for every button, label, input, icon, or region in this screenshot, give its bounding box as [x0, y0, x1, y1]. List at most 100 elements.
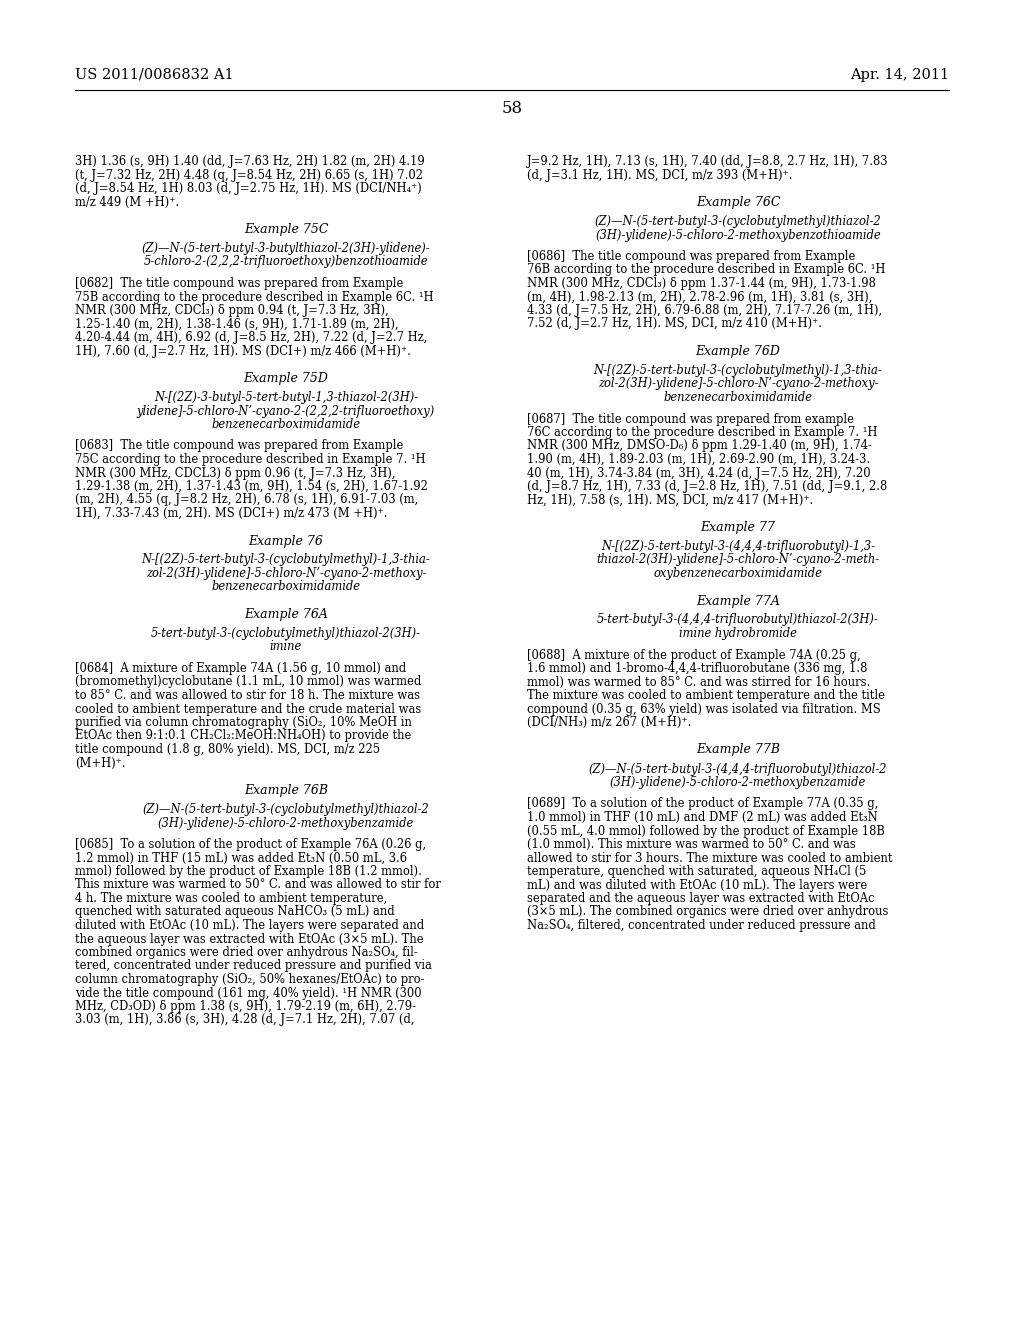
- Text: oxybenzenecarboximidamide: oxybenzenecarboximidamide: [653, 568, 822, 579]
- Text: [0683]  The title compound was prepared from Example: [0683] The title compound was prepared f…: [75, 440, 403, 453]
- Text: 1.0 mmol) in THF (10 mL) and DMF (2 mL) was added Et₃N: 1.0 mmol) in THF (10 mL) and DMF (2 mL) …: [527, 810, 878, 824]
- Text: J=9.2 Hz, 1H), 7.13 (s, 1H), 7.40 (dd, J=8.8, 2.7 Hz, 1H), 7.83: J=9.2 Hz, 1H), 7.13 (s, 1H), 7.40 (dd, J…: [527, 154, 889, 168]
- Text: 76B according to the procedure described in Example 6C. ¹H: 76B according to the procedure described…: [527, 264, 886, 276]
- Text: 1.90 (m, 4H), 1.89-2.03 (m, 1H), 2.69-2.90 (m, 1H), 3.24-3.: 1.90 (m, 4H), 1.89-2.03 (m, 1H), 2.69-2.…: [527, 453, 870, 466]
- Text: EtOAc then 9:1:0.1 CH₂Cl₂:MeOH:NH₄OH) to provide the: EtOAc then 9:1:0.1 CH₂Cl₂:MeOH:NH₄OH) to…: [75, 730, 412, 742]
- Text: 3H) 1.36 (s, 9H) 1.40 (dd, J=7.63 Hz, 2H) 1.82 (m, 2H) 4.19: 3H) 1.36 (s, 9H) 1.40 (dd, J=7.63 Hz, 2H…: [75, 154, 425, 168]
- Text: the aqueous layer was extracted with EtOAc (3×5 mL). The: the aqueous layer was extracted with EtO…: [75, 932, 424, 945]
- Text: Na₂SO₄, filtered, concentrated under reduced pressure and: Na₂SO₄, filtered, concentrated under red…: [527, 919, 876, 932]
- Text: (Z)—N-(5-tert-butyl-3-(cyclobutylmethyl)thiazol-2: (Z)—N-(5-tert-butyl-3-(cyclobutylmethyl)…: [142, 803, 429, 816]
- Text: [0687]  The title compound was prepared from example: [0687] The title compound was prepared f…: [527, 412, 854, 425]
- Text: (d, J=8.54 Hz, 1H) 8.03 (d, J=2.75 Hz, 1H). MS (DCI/NH₄⁺): (d, J=8.54 Hz, 1H) 8.03 (d, J=2.75 Hz, 1…: [75, 182, 422, 195]
- Text: NMR (300 MHz, CDCl₃) δ ppm 0.94 (t, J=7.3 Hz, 3H),: NMR (300 MHz, CDCl₃) δ ppm 0.94 (t, J=7.…: [75, 304, 389, 317]
- Text: N-[(2Z)-3-butyl-5-tert-butyl-1,3-thiazol-2(3H)-: N-[(2Z)-3-butyl-5-tert-butyl-1,3-thiazol…: [154, 391, 418, 404]
- Text: Example 76A: Example 76A: [244, 609, 328, 620]
- Text: mL) and was diluted with EtOAc (10 mL). The layers were: mL) and was diluted with EtOAc (10 mL). …: [527, 879, 867, 891]
- Text: Example 76D: Example 76D: [695, 345, 780, 358]
- Text: (0.55 mL, 4.0 mmol) followed by the product of Example 18B: (0.55 mL, 4.0 mmol) followed by the prod…: [527, 825, 885, 837]
- Text: N-[(2Z)-5-tert-butyl-3-(cyclobutylmethyl)-1,3-thia-: N-[(2Z)-5-tert-butyl-3-(cyclobutylmethyl…: [594, 364, 883, 378]
- Text: 5-chloro-2-(2,2,2-trifluoroethoxy)benzothioamide: 5-chloro-2-(2,2,2-trifluoroethoxy)benzot…: [143, 256, 428, 268]
- Text: NMR (300 MHz, CDCL3) δ ppm 0.96 (t, J=7.3 Hz, 3H),: NMR (300 MHz, CDCL3) δ ppm 0.96 (t, J=7.…: [75, 466, 395, 479]
- Text: purified via column chromatography (SiO₂, 10% MeOH in: purified via column chromatography (SiO₂…: [75, 715, 412, 729]
- Text: allowed to stir for 3 hours. The mixture was cooled to ambient: allowed to stir for 3 hours. The mixture…: [527, 851, 893, 865]
- Text: separated and the aqueous layer was extracted with EtOAc: separated and the aqueous layer was extr…: [527, 892, 874, 906]
- Text: Example 77B: Example 77B: [696, 743, 780, 756]
- Text: 76C according to the procedure described in Example 7. ¹H: 76C according to the procedure described…: [527, 426, 878, 440]
- Text: (3H)-ylidene)-5-chloro-2-methoxybenzamide: (3H)-ylidene)-5-chloro-2-methoxybenzamid…: [158, 817, 414, 829]
- Text: Apr. 14, 2011: Apr. 14, 2011: [850, 69, 949, 82]
- Text: benzenecarboximidamide: benzenecarboximidamide: [212, 581, 360, 594]
- Text: N-[(2Z)-5-tert-butyl-3-(cyclobutylmethyl)-1,3-thia-: N-[(2Z)-5-tert-butyl-3-(cyclobutylmethyl…: [141, 553, 430, 566]
- Text: benzenecarboximidamide: benzenecarboximidamide: [664, 391, 812, 404]
- Text: tered, concentrated under reduced pressure and purified via: tered, concentrated under reduced pressu…: [75, 960, 432, 973]
- Text: (d, J=8.7 Hz, 1H), 7.33 (d, J=2.8 Hz, 1H), 7.51 (dd, J=9.1, 2.8: (d, J=8.7 Hz, 1H), 7.33 (d, J=2.8 Hz, 1H…: [527, 480, 887, 492]
- Text: NMR (300 MHz, CDCl₃) δ ppm 1.37-1.44 (m, 9H), 1.73-1.98: NMR (300 MHz, CDCl₃) δ ppm 1.37-1.44 (m,…: [527, 277, 876, 290]
- Text: Example 75D: Example 75D: [244, 372, 329, 385]
- Text: imine hydrobromide: imine hydrobromide: [679, 627, 797, 640]
- Text: cooled to ambient temperature and the crude material was: cooled to ambient temperature and the cr…: [75, 702, 421, 715]
- Text: column chromatography (SiO₂, 50% hexanes/EtOAc) to pro-: column chromatography (SiO₂, 50% hexanes…: [75, 973, 425, 986]
- Text: [0689]  To a solution of the product of Example 77A (0.35 g,: [0689] To a solution of the product of E…: [527, 797, 879, 810]
- Text: 1.25-1.40 (m, 2H), 1.38-1.46 (s, 9H), 1.71-1.89 (m, 2H),: 1.25-1.40 (m, 2H), 1.38-1.46 (s, 9H), 1.…: [75, 318, 398, 330]
- Text: zol-2(3H)-ylidene]-5-chloro-N’-cyano-2-methoxy-: zol-2(3H)-ylidene]-5-chloro-N’-cyano-2-m…: [145, 568, 426, 579]
- Text: 4 h. The mixture was cooled to ambient temperature,: 4 h. The mixture was cooled to ambient t…: [75, 892, 387, 906]
- Text: 75B according to the procedure described in Example 6C. ¹H: 75B according to the procedure described…: [75, 290, 433, 304]
- Text: N-[(2Z)-5-tert-butyl-3-(4,4,4-trifluorobutyl)-1,3-: N-[(2Z)-5-tert-butyl-3-(4,4,4-trifluorob…: [601, 540, 876, 553]
- Text: Example 76: Example 76: [249, 535, 324, 548]
- Text: ylidene]-5-chloro-N’-cyano-2-(2,2,2-trifluoroethoxy): ylidene]-5-chloro-N’-cyano-2-(2,2,2-trif…: [137, 404, 435, 417]
- Text: title compound (1.8 g, 80% yield). MS, DCI, m/z 225: title compound (1.8 g, 80% yield). MS, D…: [75, 743, 380, 756]
- Text: (m, 4H), 1.98-2.13 (m, 2H), 2.78-2.96 (m, 1H), 3.81 (s, 3H),: (m, 4H), 1.98-2.13 (m, 2H), 2.78-2.96 (m…: [527, 290, 872, 304]
- Text: Example 76B: Example 76B: [244, 784, 328, 797]
- Text: 40 (m, 1H), 3.74-3.84 (m, 3H), 4.24 (d, J=7.5 Hz, 2H), 7.20: 40 (m, 1H), 3.74-3.84 (m, 3H), 4.24 (d, …: [527, 466, 870, 479]
- Text: benzenecarboximidamide: benzenecarboximidamide: [212, 418, 360, 432]
- Text: This mixture was warmed to 50° C. and was allowed to stir for: This mixture was warmed to 50° C. and wa…: [75, 879, 441, 891]
- Text: 1.2 mmol) in THF (15 mL) was added Et₃N (0.50 mL, 3.6: 1.2 mmol) in THF (15 mL) was added Et₃N …: [75, 851, 407, 865]
- Text: thiazol-2(3H)-ylidene]-5-chloro-N’-cyano-2-meth-: thiazol-2(3H)-ylidene]-5-chloro-N’-cyano…: [596, 553, 880, 566]
- Text: US 2011/0086832 A1: US 2011/0086832 A1: [75, 69, 233, 82]
- Text: diluted with EtOAc (10 mL). The layers were separated and: diluted with EtOAc (10 mL). The layers w…: [75, 919, 424, 932]
- Text: 4.33 (d, J=7.5 Hz, 2H), 6.79-6.88 (m, 2H), 7.17-7.26 (m, 1H),: 4.33 (d, J=7.5 Hz, 2H), 6.79-6.88 (m, 2H…: [527, 304, 882, 317]
- Text: (bromomethyl)cyclobutane (1.1 mL, 10 mmol) was warmed: (bromomethyl)cyclobutane (1.1 mL, 10 mmo…: [75, 676, 421, 689]
- Text: (3H)-ylidene)-5-chloro-2-methoxybenzamide: (3H)-ylidene)-5-chloro-2-methoxybenzamid…: [610, 776, 866, 789]
- Text: NMR (300 MHz, DMSO-D₆) δ ppm 1.29-1.40 (m, 9H), 1.74-: NMR (300 MHz, DMSO-D₆) δ ppm 1.29-1.40 (…: [527, 440, 871, 453]
- Text: [0685]  To a solution of the product of Example 76A (0.26 g,: [0685] To a solution of the product of E…: [75, 838, 426, 851]
- Text: imine: imine: [270, 640, 302, 653]
- Text: compound (0.35 g, 63% yield) was isolated via filtration. MS: compound (0.35 g, 63% yield) was isolate…: [527, 702, 881, 715]
- Text: [0686]  The title compound was prepared from Example: [0686] The title compound was prepared f…: [527, 249, 855, 263]
- Text: [0682]  The title compound was prepared from Example: [0682] The title compound was prepared f…: [75, 277, 403, 290]
- Text: Hz, 1H), 7.58 (s, 1H). MS, DCI, m/z 417 (M+H)⁺.: Hz, 1H), 7.58 (s, 1H). MS, DCI, m/z 417 …: [527, 494, 813, 507]
- Text: Example 76C: Example 76C: [695, 195, 780, 209]
- Text: (Z)—N-(5-tert-butyl-3-(cyclobutylmethyl)thiazol-2: (Z)—N-(5-tert-butyl-3-(cyclobutylmethyl)…: [595, 215, 882, 228]
- Text: (Z)—N-(5-tert-butyl-3-(4,4,4-trifluorobutyl)thiazol-2: (Z)—N-(5-tert-butyl-3-(4,4,4-trifluorobu…: [589, 763, 887, 776]
- Text: (Z)—N-(5-tert-butyl-3-butylthiazol-2(3H)-ylidene)-: (Z)—N-(5-tert-butyl-3-butylthiazol-2(3H)…: [141, 242, 430, 255]
- Text: 58: 58: [502, 100, 522, 117]
- Text: Example 77: Example 77: [700, 521, 775, 535]
- Text: [0684]  A mixture of Example 74A (1.56 g, 10 mmol) and: [0684] A mixture of Example 74A (1.56 g,…: [75, 663, 407, 675]
- Text: (M+H)⁺.: (M+H)⁺.: [75, 756, 126, 770]
- Text: (3×5 mL). The combined organics were dried over anhydrous: (3×5 mL). The combined organics were dri…: [527, 906, 889, 919]
- Text: 1H), 7.33-7.43 (m, 2H). MS (DCI+) m/z 473 (M +H)⁺.: 1H), 7.33-7.43 (m, 2H). MS (DCI+) m/z 47…: [75, 507, 387, 520]
- Text: mmol) followed by the product of Example 18B (1.2 mmol).: mmol) followed by the product of Example…: [75, 865, 422, 878]
- Text: (3H)-ylidene)-5-chloro-2-methoxybenzothioamide: (3H)-ylidene)-5-chloro-2-methoxybenzothi…: [595, 228, 881, 242]
- Text: mmol) was warmed to 85° C. and was stirred for 16 hours.: mmol) was warmed to 85° C. and was stirr…: [527, 676, 870, 689]
- Text: (1.0 mmol). This mixture was warmed to 50° C. and was: (1.0 mmol). This mixture was warmed to 5…: [527, 838, 856, 851]
- Text: 1H), 7.60 (d, J=2.7 Hz, 1H). MS (DCI+) m/z 466 (M+H)⁺.: 1H), 7.60 (d, J=2.7 Hz, 1H). MS (DCI+) m…: [75, 345, 411, 358]
- Text: quenched with saturated aqueous NaHCO₃ (5 mL) and: quenched with saturated aqueous NaHCO₃ (…: [75, 906, 394, 919]
- Text: (m, 2H), 4.55 (q, J=8.2 Hz, 2H), 6.78 (s, 1H), 6.91-7.03 (m,: (m, 2H), 4.55 (q, J=8.2 Hz, 2H), 6.78 (s…: [75, 494, 418, 507]
- Text: zol-2(3H)-ylidene]-5-chloro-N’-cyano-2-methoxy-: zol-2(3H)-ylidene]-5-chloro-N’-cyano-2-m…: [598, 378, 879, 391]
- Text: vide the title compound (161 mg, 40% yield). ¹H NMR (300: vide the title compound (161 mg, 40% yie…: [75, 986, 422, 999]
- Text: 4.20-4.44 (m, 4H), 6.92 (d, J=8.5 Hz, 2H), 7.22 (d, J=2.7 Hz,: 4.20-4.44 (m, 4H), 6.92 (d, J=8.5 Hz, 2H…: [75, 331, 427, 345]
- Text: 3.03 (m, 1H), 3.86 (s, 3H), 4.28 (d, J=7.1 Hz, 2H), 7.07 (d,: 3.03 (m, 1H), 3.86 (s, 3H), 4.28 (d, J=7…: [75, 1014, 415, 1027]
- Text: m/z 449 (M +H)⁺.: m/z 449 (M +H)⁺.: [75, 195, 179, 209]
- Text: 1.29-1.38 (m, 2H), 1.37-1.43 (m, 9H), 1.54 (s, 2H), 1.67-1.92: 1.29-1.38 (m, 2H), 1.37-1.43 (m, 9H), 1.…: [75, 480, 428, 492]
- Text: 5-tert-butyl-3-(4,4,4-trifluorobutyl)thiazol-2(3H)-: 5-tert-butyl-3-(4,4,4-trifluorobutyl)thi…: [597, 614, 879, 627]
- Text: 5-tert-butyl-3-(cyclobutylmethyl)thiazol-2(3H)-: 5-tert-butyl-3-(cyclobutylmethyl)thiazol…: [151, 627, 421, 640]
- Text: MHz, CD₃OD) δ ppm 1.38 (s, 9H), 1.79-2.19 (m, 6H), 2.79-: MHz, CD₃OD) δ ppm 1.38 (s, 9H), 1.79-2.1…: [75, 1001, 416, 1012]
- Text: 7.52 (d, J=2.7 Hz, 1H). MS, DCI, m/z 410 (M+H)⁺.: 7.52 (d, J=2.7 Hz, 1H). MS, DCI, m/z 410…: [527, 318, 822, 330]
- Text: (t, J=7.32 Hz, 2H) 4.48 (q, J=8.54 Hz, 2H) 6.65 (s, 1H) 7.02: (t, J=7.32 Hz, 2H) 4.48 (q, J=8.54 Hz, 2…: [75, 169, 423, 181]
- Text: 1.6 mmol) and 1-bromo-4,4,4-trifluorobutane (336 mg, 1.8: 1.6 mmol) and 1-bromo-4,4,4-trifluorobut…: [527, 663, 867, 675]
- Text: The mixture was cooled to ambient temperature and the title: The mixture was cooled to ambient temper…: [527, 689, 885, 702]
- Text: 75C according to the procedure described in Example 7. ¹H: 75C according to the procedure described…: [75, 453, 426, 466]
- Text: [0688]  A mixture of the product of Example 74A (0.25 g,: [0688] A mixture of the product of Examp…: [527, 648, 861, 661]
- Text: (DCI/NH₃) m/z 267 (M+H)⁺.: (DCI/NH₃) m/z 267 (M+H)⁺.: [527, 715, 691, 729]
